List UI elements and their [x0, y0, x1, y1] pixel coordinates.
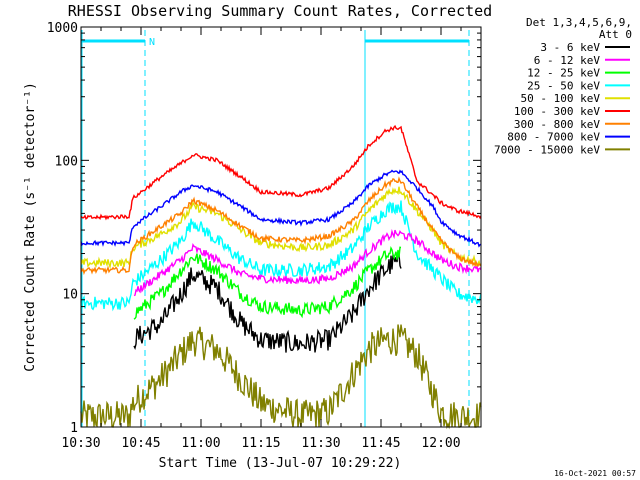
legend-header-line: Att 0: [599, 28, 632, 41]
y-axis-label: Corrected Count Rate (s⁻¹ detector⁻¹): [23, 82, 38, 372]
x-tick-label: 12:00: [421, 436, 460, 451]
y-tick-label: 1000: [47, 21, 78, 36]
flag-label: N: [149, 37, 155, 48]
legend-header-line: Det 1,3,4,5,6,9,: [526, 16, 632, 29]
series-line-7000-15000: [80, 324, 482, 430]
legend-entry-label: 100 - 300 keV: [514, 105, 600, 118]
legend-entry-label: 800 - 7000 keV: [507, 131, 600, 144]
y-tick-label: 100: [55, 154, 78, 169]
legend-entry-label: 50 - 100 keV: [521, 92, 601, 105]
series-line-3-6: [133, 250, 402, 353]
y-tick-label: 10: [62, 288, 78, 303]
series-line-100-300: [80, 124, 482, 221]
legend-entry-label: 12 - 25 keV: [527, 67, 600, 80]
series-line-300-800: [80, 176, 482, 276]
legend-entry-label: 25 - 50 keV: [527, 79, 600, 92]
x-tick-label: 10:45: [121, 436, 160, 451]
series-line-800-7000: [80, 169, 482, 248]
series-line-25-50: [80, 200, 482, 312]
series-line-6-12: [133, 228, 482, 297]
y-tick-label: 1: [70, 421, 78, 436]
legend-entry-label: 7000 - 15000 keV: [494, 143, 600, 156]
series-line-50-100: [80, 186, 482, 270]
legend-entry-label: 6 - 12 keV: [534, 54, 601, 67]
x-tick-label: 11:30: [301, 436, 340, 451]
series-line-12-25: [133, 246, 402, 320]
legend-entry-label: 300 - 800 keV: [514, 118, 600, 131]
series-layer: [80, 124, 482, 430]
x-tick-label: 11:15: [241, 436, 280, 451]
x-axis: 10:30 10:45 11:00 11:15 11:30 11:45 12:00: [61, 27, 482, 451]
timestamp: 16-Oct-2021 00:57: [554, 469, 636, 478]
y-axis: 1 10 100 1000: [47, 21, 481, 436]
legend-entry-label: 3 - 6 keV: [540, 41, 600, 54]
x-tick-label: 11:00: [181, 436, 220, 451]
x-tick-label: 11:45: [361, 436, 400, 451]
x-axis-label: Start Time (13-Jul-07 10:29:22): [159, 456, 402, 471]
flags-layer: N: [81, 30, 470, 427]
chart-title: RHESSI Observing Summary Count Rates, Co…: [68, 2, 492, 20]
x-tick-label: 10:30: [61, 436, 100, 451]
